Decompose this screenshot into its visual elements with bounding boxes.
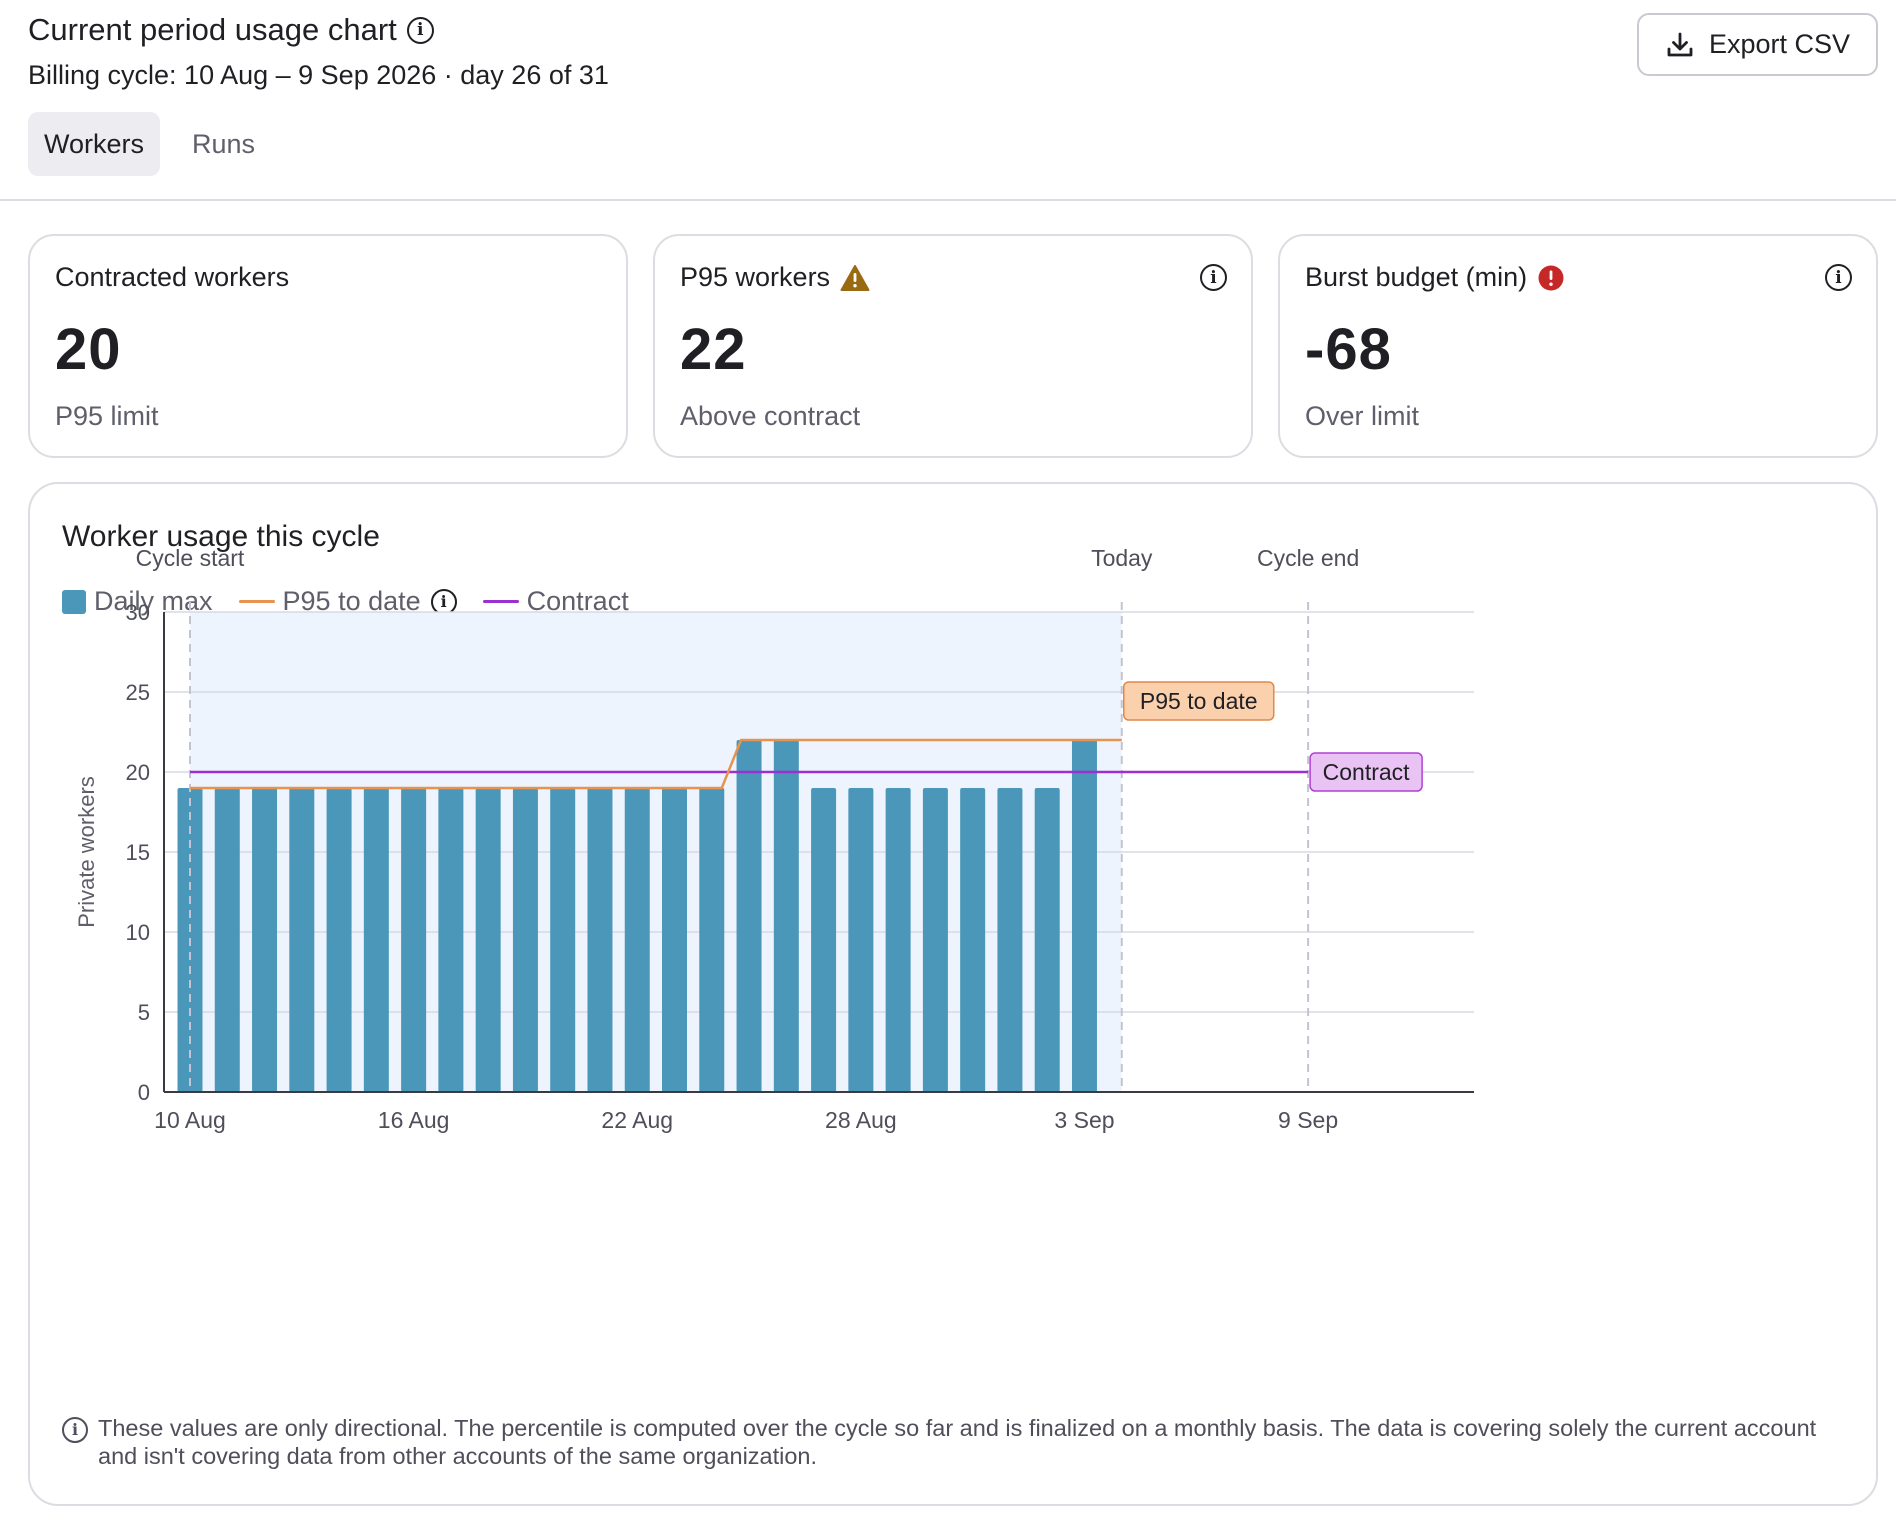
p95-annotation-tag: [1123, 681, 1275, 721]
bar: [550, 788, 576, 1092]
x-tick-label: 16 Aug: [378, 1107, 450, 1133]
legend-label: Contract: [526, 586, 629, 616]
y-axis-label: Private workers: [74, 776, 99, 928]
footnote-text: These values are only directional. The p…: [98, 1415, 1817, 1469]
export-csv-label: Export CSV: [1708, 29, 1851, 59]
card-note: Above contract: [680, 401, 861, 431]
y-tick-label: 20: [126, 760, 150, 785]
bar: [252, 788, 278, 1092]
x-tick-label: 10 Aug: [154, 1107, 226, 1133]
card-title: P95 workers: [680, 262, 870, 293]
card-note: P95 limit: [55, 401, 159, 431]
y-tick-label: 0: [138, 1080, 150, 1105]
warning-icon: [840, 264, 870, 291]
card-value: -68: [1305, 317, 1392, 382]
bar: [289, 788, 315, 1092]
card-title-label: Burst budget (min): [1305, 262, 1528, 292]
p95-workers-card: P95 workers i 22 Above contract: [653, 234, 1253, 458]
bar: [699, 788, 725, 1092]
billing-cycle-text: Billing cycle: 10 Aug – 9 Sep 2026 · day…: [28, 60, 609, 90]
info-icon[interactable]: i: [406, 16, 434, 44]
x-tick-label: 3 Sep: [1054, 1107, 1114, 1133]
title-row: Current period usage chart i: [28, 12, 434, 48]
bar: [438, 788, 464, 1092]
marker-label: Cycle start: [136, 545, 245, 571]
marker-label: Today: [1091, 545, 1153, 571]
p95-line: [190, 738, 1122, 790]
legend-item-p95: P95 to date i: [238, 586, 457, 617]
tab-runs[interactable]: Runs: [192, 128, 256, 159]
bar: [811, 788, 837, 1092]
bar: [662, 788, 688, 1092]
legend-label: Daily max: [94, 586, 213, 616]
x-tick-label: 28 Aug: [825, 1107, 897, 1133]
tab-workers[interactable]: Workers: [28, 112, 161, 176]
bar: [1071, 740, 1097, 1092]
bar: [326, 788, 352, 1092]
x-tick-label: 9 Sep: [1278, 1107, 1338, 1133]
p95-annotation-label: P95 to date: [1140, 688, 1258, 714]
bar: [922, 788, 948, 1092]
contract-annotation-tag: [1309, 752, 1423, 792]
bar: [624, 788, 650, 1092]
bar: [848, 788, 874, 1092]
bar: [475, 788, 501, 1092]
marker-label: Cycle end: [1257, 545, 1359, 571]
error-icon: [1538, 265, 1564, 290]
bar: [960, 788, 986, 1092]
bar: [512, 788, 538, 1092]
page-title: Current period usage chart: [28, 12, 397, 47]
info-icon[interactable]: i: [1825, 264, 1852, 291]
legend-swatch: [238, 600, 275, 603]
bar: [736, 740, 762, 1092]
contract-annotation-label: Contract: [1323, 759, 1411, 785]
usage-chart: 0 5 10 15 20 25 30 Private workers Cycle start To…: [74, 545, 1474, 1133]
worker-usage-panel: Worker usage this cycle Daily max P95 to…: [28, 482, 1878, 1506]
bar: [997, 788, 1023, 1092]
info-icon[interactable]: i: [1200, 264, 1227, 291]
download-icon: [1667, 32, 1693, 56]
tab-bar: Workers Runs: [28, 112, 271, 176]
bar: [885, 788, 911, 1092]
bar: [1034, 788, 1060, 1092]
legend-item-contract: Contract: [482, 586, 629, 617]
burst-budget-card: Burst budget (min) i -68 Over limit: [1278, 234, 1878, 458]
card-value: 22: [680, 317, 747, 382]
card-title-label: P95 workers: [680, 262, 831, 292]
bar: [363, 788, 389, 1092]
contracted-workers-card: Contracted workers 20 P95 limit: [28, 234, 628, 458]
y-tick-label: 15: [126, 840, 150, 865]
footnote: i These values are only directional. The…: [62, 1414, 1842, 1470]
page-header: Current period usage chart i Billing cyc…: [0, 0, 1896, 201]
x-tick-label: 22 Aug: [601, 1107, 673, 1133]
legend-label: P95 to date: [282, 586, 421, 616]
legend-item-daily-max: Daily max: [62, 586, 213, 617]
card-title: Burst budget (min): [1305, 262, 1565, 293]
legend-swatch: [482, 600, 519, 603]
card-title-label: Contracted workers: [55, 262, 290, 292]
card-value: 20: [55, 317, 122, 382]
card-title: Contracted workers: [55, 262, 289, 293]
chart-legend: Daily max P95 to date i Contract: [62, 586, 655, 617]
y-tick-label: 30: [126, 600, 150, 625]
y-tick-label: 10: [126, 920, 150, 945]
y-tick-label: 25: [126, 680, 150, 705]
bar: [401, 788, 427, 1092]
bar: [214, 788, 240, 1092]
bar: [587, 788, 613, 1092]
card-note: Over limit: [1305, 401, 1419, 431]
info-icon: i: [62, 1417, 88, 1443]
y-tick-label: 5: [138, 1000, 150, 1025]
bar: [773, 740, 799, 1092]
panel-title: Worker usage this cycle: [62, 520, 380, 553]
export-csv-button[interactable]: Export CSV: [1637, 13, 1878, 76]
legend-swatch: [62, 589, 86, 614]
